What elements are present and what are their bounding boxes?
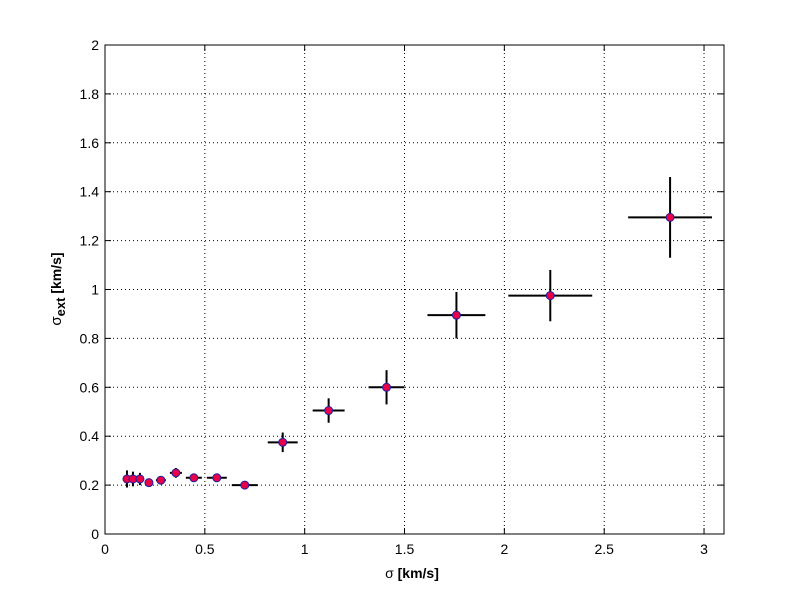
x-tick-label: 3 <box>700 541 708 557</box>
y-tick-label: 1.2 <box>80 233 100 249</box>
y-tick-label: 1.4 <box>80 184 100 200</box>
data-markers <box>122 212 675 490</box>
data-point <box>135 474 145 484</box>
x-tick-labels: 0 0.5 1 1.5 2 2.5 3 <box>101 541 708 557</box>
data-point <box>240 480 250 490</box>
x-tick-label: 1 <box>301 541 309 557</box>
x-axis-label-unit: [km/s] <box>394 565 439 581</box>
x-axis-label-symbol: σ <box>385 565 394 581</box>
x-tick-label: 2 <box>500 541 508 557</box>
data-point <box>451 310 461 320</box>
x-tick-label: 0 <box>101 541 109 557</box>
x-axis-label: σ [km/s] <box>385 565 439 581</box>
data-point <box>382 382 392 392</box>
data-point <box>144 478 154 488</box>
y-tick-label: 0.2 <box>80 477 100 493</box>
x-tick-label: 0.5 <box>195 541 215 557</box>
y-axis-label: σext [km/s] <box>48 252 68 325</box>
data-point <box>212 473 222 483</box>
y-tick-labels: 0 0.2 0.4 0.6 0.8 1 1.2 1.4 1.6 1.8 2 <box>80 37 100 542</box>
data-point <box>324 406 334 416</box>
y-tick-label: 0.6 <box>80 379 100 395</box>
data-point <box>171 468 181 478</box>
data-point <box>545 291 555 301</box>
x-tick-label: 1.5 <box>395 541 415 557</box>
y-tick-label: 0 <box>91 526 99 542</box>
y-tick-label: 0.8 <box>80 330 100 346</box>
axis-ticks <box>104 44 724 535</box>
data-point <box>156 475 166 485</box>
y-tick-label: 1.6 <box>80 135 100 151</box>
y-axis-label-unit: [km/s] <box>48 252 64 297</box>
x-tick-label: 2.5 <box>594 541 614 557</box>
y-tick-label: 0.4 <box>80 428 100 444</box>
data-point <box>665 212 675 222</box>
y-tick-label: 2 <box>91 37 99 53</box>
y-axis-label-symbol: σ <box>48 316 65 326</box>
y-tick-label: 1 <box>91 282 99 298</box>
y-tick-label: 1.8 <box>80 86 100 102</box>
data-point <box>278 437 288 447</box>
plot-area <box>105 45 724 534</box>
data-point <box>189 473 199 483</box>
y-axis-label-subscript: ext <box>53 297 68 316</box>
grid <box>105 45 724 534</box>
